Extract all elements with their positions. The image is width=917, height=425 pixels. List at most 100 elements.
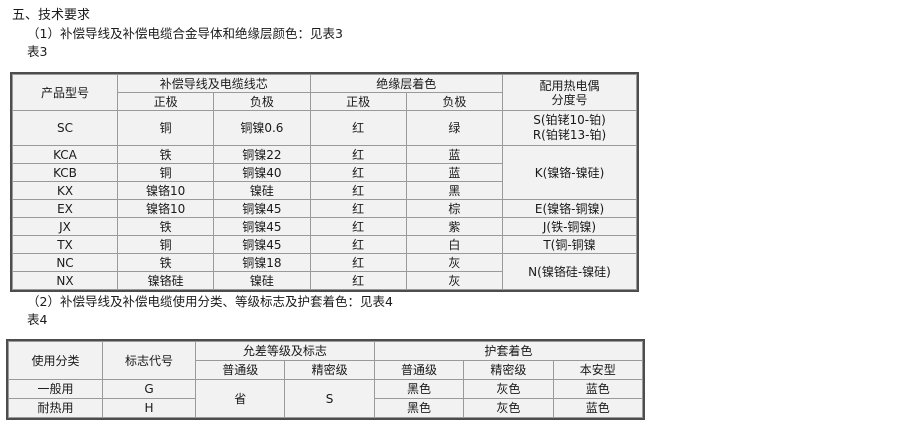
table-row: SC 铜 铜镍0.6 红 绿 S(铂铑10-铂) R(铂铑13-铂) [12, 110, 637, 146]
cell-model: TX [12, 235, 118, 254]
cell-ins-negative: 白 [405, 235, 504, 254]
cell-thermocouple: T(铜-铜镍 [502, 235, 637, 254]
cell-mark-code: G [102, 379, 196, 399]
cell-sheath-normal: 黑色 [373, 398, 465, 418]
cell-ins-positive: 红 [309, 181, 407, 200]
cell-ins-negative: 棕 [405, 199, 504, 218]
cell-sheath-precision: 灰色 [463, 379, 554, 399]
cell-positive: 铜 [116, 163, 215, 182]
header-thermocouple-line2: 分度号 [551, 92, 588, 107]
header-thermocouple: 配用热电偶 分度号 [502, 74, 637, 111]
header-ins-negative: 负极 [405, 92, 504, 111]
cell-ins-positive: 红 [309, 145, 407, 164]
cell-tol-normal: 省 [194, 379, 286, 418]
cell-ins-negative: 黑 [405, 181, 504, 200]
cell-negative: 铜镍22 [213, 145, 311, 164]
header-tol-normal: 普通级 [194, 360, 286, 380]
cell-ins-positive: 红 [309, 217, 407, 236]
cell-model: KX [12, 181, 118, 200]
header-sheath-precision: 精密级 [463, 360, 554, 380]
table-row: KCA 铁 铜镍22 红 蓝 K(镍铬-镍硅) [12, 145, 637, 200]
cell-negative: 铜镍18 [213, 253, 311, 272]
cell-model: KCB [12, 163, 118, 182]
table-3-caption: 表3 [27, 44, 48, 59]
cell-model: NX [12, 271, 118, 290]
cell-thermocouple: K(镍铬-镍硅) [502, 145, 637, 200]
cell-negative: 铜镍0.6 [213, 110, 311, 146]
cell-positive: 铁 [116, 253, 215, 272]
table-row: KX 镍铬10 镍硅 红 黑 [12, 181, 637, 200]
table-row: NX 镍铬硅 镍硅 红 灰 [12, 271, 637, 290]
header-group-tolerance: 允差等级及标志 [195, 341, 375, 361]
cell-negative: 铜镍45 [213, 217, 311, 236]
cell-model: KCA [12, 145, 118, 164]
table-row: 一般用 G 省 S 黑色 灰色 蓝色 [8, 379, 644, 418]
cell-thermocouple-line2: R(铂铑13-铂) [532, 128, 607, 142]
cell-negative: 铜镍40 [213, 163, 311, 182]
table-4: 使用分类 标志代号 允差等级及标志 护套着色 普通级 精密级 普通级 精密级 本… [6, 339, 645, 420]
table-row-header-2: 普通级 精密级 普通级 精密级 本安型 [9, 360, 644, 380]
header-group-insulation: 绝缘层着色 [309, 74, 503, 93]
header-thermocouple-line1: 配用热电偶 [539, 78, 600, 93]
cell-ins-positive: 红 [309, 271, 407, 290]
page-title: 五、技术要求 [12, 8, 91, 23]
cell-positive: 铁 [116, 145, 215, 164]
cell-positive: 铜 [116, 110, 215, 146]
cell-negative: 铜镍45 [213, 235, 311, 254]
cell-positive: 铁 [116, 217, 215, 236]
header-tol-precision: 精密级 [284, 360, 375, 380]
cell-negative: 镍硅 [213, 181, 311, 200]
cell-model: NC [12, 253, 118, 272]
header-mark-code: 标志代号 [102, 341, 196, 380]
header-product-model: 产品型号 [12, 74, 118, 111]
table-row-header-2: 正极 负极 正极 负极 [13, 92, 637, 111]
cell-thermocouple: S(铂铑10-铂) R(铂铑13-铂) [502, 110, 637, 146]
cell-ins-positive: 红 [309, 163, 407, 182]
paragraph-2: （2）补偿导线及补偿电缆使用分类、等级标志及护套着色：见表4 [27, 294, 393, 309]
cell-positive: 镍铬10 [116, 199, 215, 218]
cell-sheath-precision: 灰色 [463, 398, 554, 418]
table-row: JX 铁 铜镍45 红 紫 J(铁-铜镍) [12, 217, 637, 236]
cell-ins-negative: 绿 [405, 110, 504, 146]
header-negative: 负极 [213, 92, 311, 111]
table-3: 产品型号 补偿导线及电缆线芯 绝缘层着色 配用热电偶 分度号 正极 负极 正极 … [10, 72, 639, 292]
cell-ins-negative: 灰 [405, 271, 504, 290]
cell-thermocouple-line1: S(铂铑10-铂) [533, 113, 606, 127]
cell-ins-positive: 红 [309, 235, 407, 254]
table-row: 耐热用 H 黑色 灰色 蓝色 [8, 398, 644, 418]
cell-thermocouple: E(镍铬-铜镍) [502, 199, 637, 218]
header-group-sheath: 护套着色 [373, 341, 644, 361]
cell-negative: 镍硅 [213, 271, 311, 290]
cell-sheath-intrinsic: 蓝色 [552, 398, 644, 418]
cell-ins-negative: 紫 [405, 217, 504, 236]
table-row: TX 铜 铜镍45 红 白 T(铜-铜镍 [12, 235, 637, 254]
header-usage-class: 使用分类 [8, 341, 103, 380]
cell-usage-class: 一般用 [8, 379, 103, 399]
cell-negative: 铜镍45 [213, 199, 311, 218]
header-sheath-normal: 普通级 [373, 360, 465, 380]
paragraph-1: （1）补偿导线及补偿电缆合金导体和绝缘层颜色：见表3 [27, 26, 343, 41]
cell-positive: 铜 [116, 235, 215, 254]
cell-positive: 镍铬10 [116, 181, 215, 200]
header-positive: 正极 [116, 92, 215, 111]
cell-ins-positive: 红 [309, 253, 407, 272]
header-sheath-intrinsic: 本安型 [552, 360, 644, 380]
cell-model: JX [12, 217, 118, 236]
cell-mark-code: H [102, 398, 196, 418]
cell-sheath-normal: 黑色 [373, 379, 465, 399]
cell-sheath-intrinsic: 蓝色 [552, 379, 644, 399]
table-row: NC 铁 铜镍18 红 灰 N(镍铬硅-镍硅) [12, 253, 637, 290]
table-row-header-1: 使用分类 标志代号 允差等级及标志 护套着色 [8, 341, 644, 380]
cell-tol-precision: S [284, 379, 375, 418]
cell-model: EX [12, 199, 118, 218]
cell-ins-negative: 蓝 [405, 163, 504, 182]
cell-ins-positive: 红 [309, 199, 407, 218]
header-group-conductor: 补偿导线及电缆线芯 [117, 74, 311, 93]
cell-usage-class: 耐热用 [8, 398, 103, 418]
table-row: EX 镍铬10 铜镍45 红 棕 E(镍铬-铜镍) [12, 199, 637, 218]
cell-thermocouple: N(镍铬硅-镍硅) [502, 253, 637, 290]
table-row-header-1: 产品型号 补偿导线及电缆线芯 绝缘层着色 配用热电偶 分度号 [12, 74, 637, 111]
cell-ins-negative: 灰 [405, 253, 504, 272]
cell-model: SC [12, 110, 118, 146]
table-4-caption: 表4 [27, 312, 48, 327]
